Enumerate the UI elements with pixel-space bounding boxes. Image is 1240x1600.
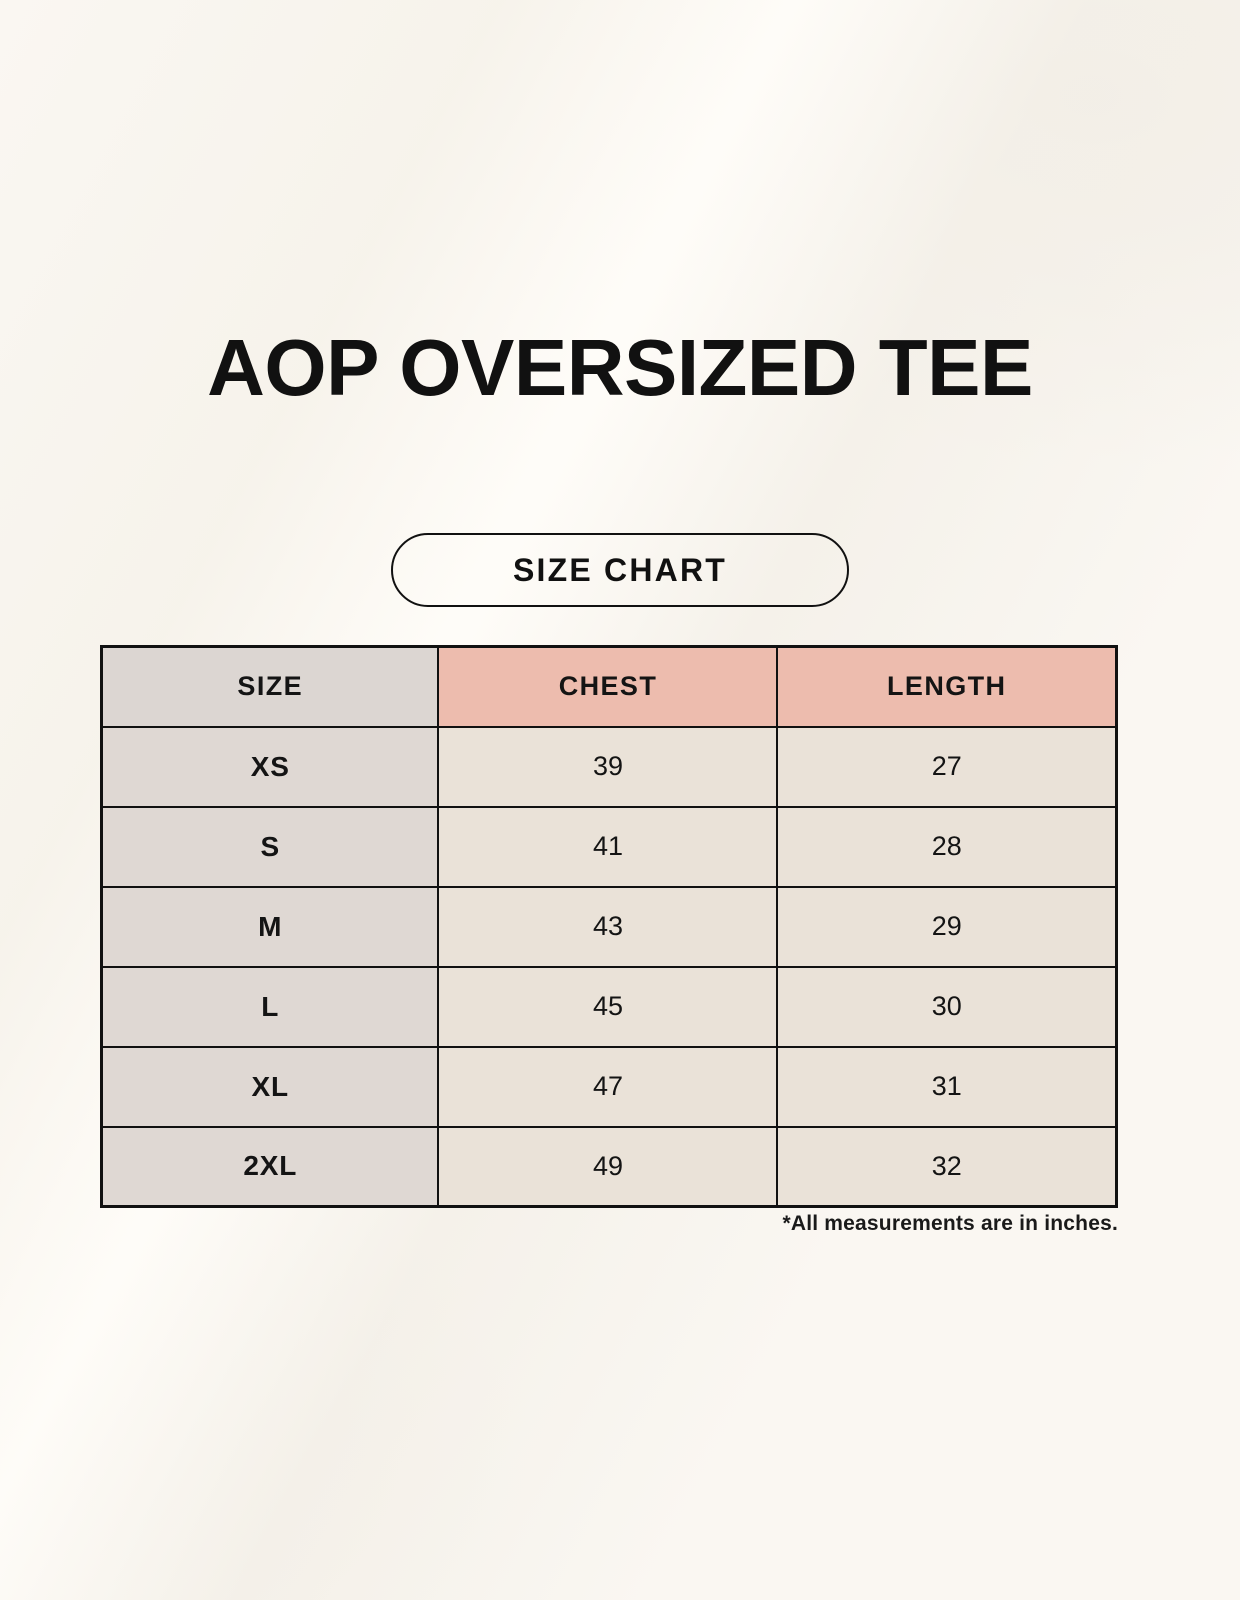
cell-chest: 41 xyxy=(437,805,779,888)
table-row: XL 47 31 xyxy=(100,1045,1118,1128)
size-chart-table: SIZE CHEST LENGTH XS 39 27 S 41 28 M xyxy=(100,645,1118,1208)
table-row: XS 39 27 xyxy=(100,725,1118,808)
size-chart-badge-wrap: SIZE CHART xyxy=(0,533,1240,607)
cell-chest: 49 xyxy=(437,1125,779,1208)
cell-chest: 43 xyxy=(437,885,779,968)
column-header-length: LENGTH xyxy=(776,645,1118,728)
cell-length: 32 xyxy=(776,1125,1118,1208)
column-header-size: SIZE xyxy=(100,645,440,728)
table-row: S 41 28 xyxy=(100,805,1118,888)
page-title: AOP OVERSIZED TEE xyxy=(207,323,1033,412)
cell-length: 30 xyxy=(776,965,1118,1048)
table-header: SIZE CHEST LENGTH xyxy=(100,645,1118,728)
cell-size: XL xyxy=(100,1045,440,1128)
table-row: L 45 30 xyxy=(100,965,1118,1048)
cell-size: L xyxy=(100,965,440,1048)
table-header-row: SIZE CHEST LENGTH xyxy=(100,645,1118,728)
table-body: XS 39 27 S 41 28 M 43 29 L 45 30 xyxy=(100,725,1118,1208)
cell-chest: 39 xyxy=(437,725,779,808)
table-row: M 43 29 xyxy=(100,885,1118,968)
cell-chest: 47 xyxy=(437,1045,779,1128)
size-chart-table-wrap: SIZE CHEST LENGTH XS 39 27 S 41 28 M xyxy=(100,645,1118,1208)
cell-length: 27 xyxy=(776,725,1118,808)
size-chart-badge: SIZE CHART xyxy=(391,533,849,607)
table-row: 2XL 49 32 xyxy=(100,1125,1118,1208)
cell-length: 28 xyxy=(776,805,1118,888)
cell-size: 2XL xyxy=(100,1125,440,1208)
cell-size: M xyxy=(100,885,440,968)
cell-size: XS xyxy=(100,725,440,808)
measurements-footnote: *All measurements are in inches. xyxy=(782,1212,1118,1235)
cell-length: 29 xyxy=(776,885,1118,968)
cell-length: 31 xyxy=(776,1045,1118,1128)
cell-size: S xyxy=(100,805,440,888)
column-header-chest: CHEST xyxy=(437,645,779,728)
cell-chest: 45 xyxy=(437,965,779,1048)
